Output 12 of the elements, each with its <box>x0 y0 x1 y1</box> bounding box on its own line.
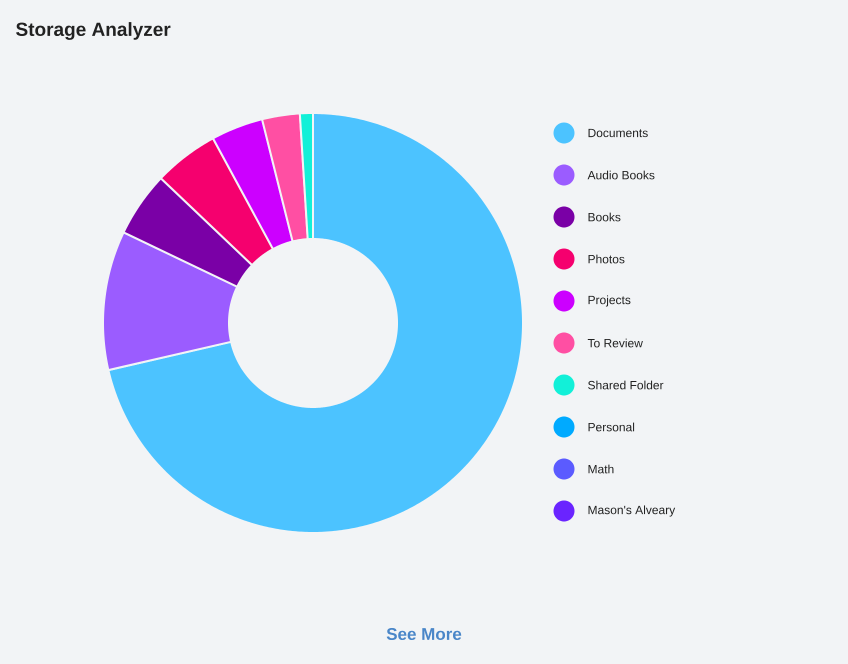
chart-title: Storage Analyzer <box>16 22 170 40</box>
legend-label: Shared Folder <box>588 380 664 390</box>
legend-label: Documents <box>588 128 648 138</box>
legend-label: Projects <box>588 295 630 307</box>
legend-label: Mason's Alveary <box>588 505 676 517</box>
legend-label: Math <box>588 464 614 474</box>
legend-label: Photos <box>588 254 624 264</box>
legend-label: Audio Books <box>588 170 654 180</box>
legend-label: Personal <box>588 422 634 432</box>
legend-label: Books <box>588 212 620 222</box>
legend-label: To Review <box>588 338 643 348</box>
text: See More <box>386 628 462 640</box>
